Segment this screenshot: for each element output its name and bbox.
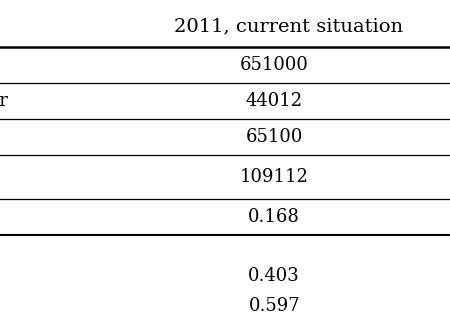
Text: 65100: 65100: [246, 128, 303, 146]
Text: 44012: 44012: [246, 92, 303, 110]
Text: 651000: 651000: [240, 56, 309, 74]
Text: 0.597: 0.597: [248, 297, 300, 315]
Text: 0.403: 0.403: [248, 267, 300, 285]
Text: 2011, current situation: 2011, current situation: [174, 17, 403, 35]
Text: 0.168: 0.168: [248, 208, 300, 226]
Text: 109112: 109112: [240, 168, 309, 186]
Text: nour: nour: [0, 92, 8, 110]
